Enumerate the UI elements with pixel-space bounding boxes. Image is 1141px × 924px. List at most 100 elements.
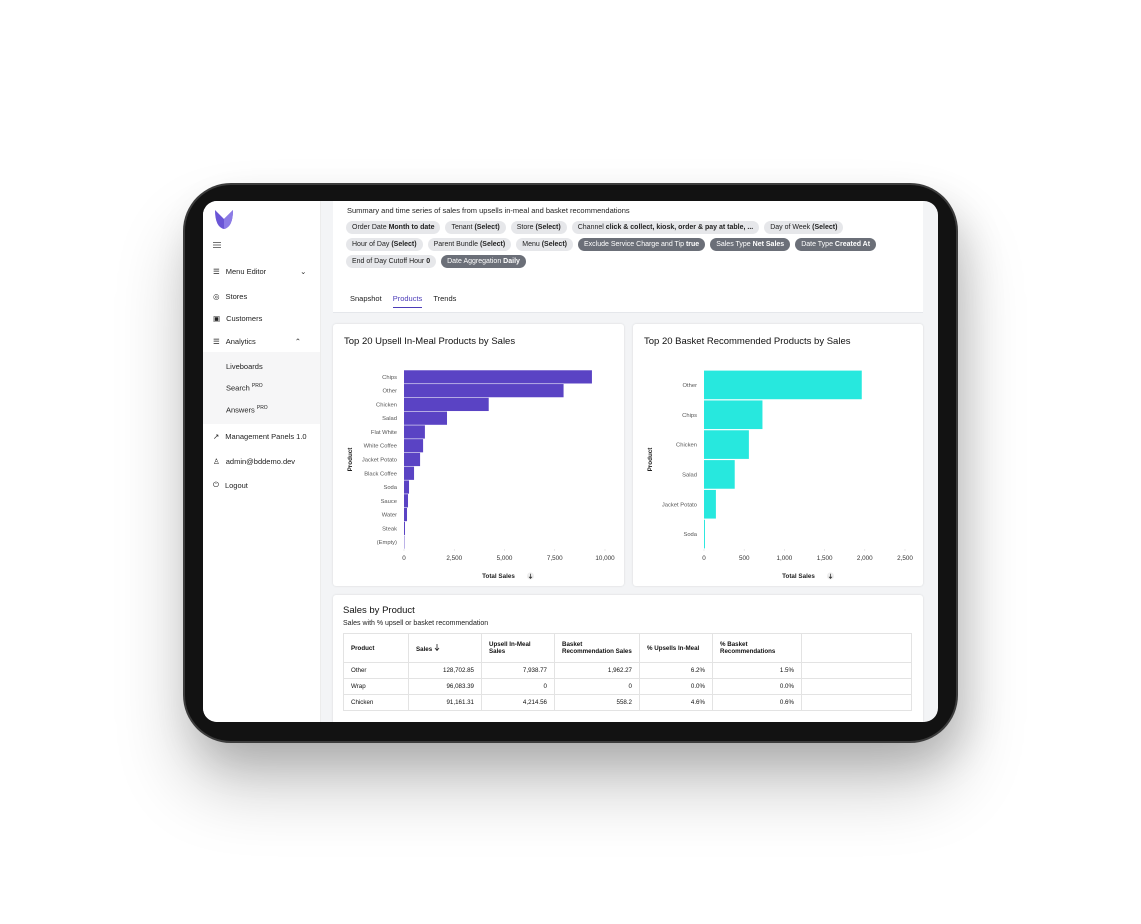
- y-tick-label: White Coffee: [364, 444, 397, 450]
- table-row: Chicken 91,161.31 4,214.56 558.2 4.6% 0.6%: [343, 694, 912, 711]
- description: Summary and time series of sales from up…: [347, 206, 630, 215]
- bar: [404, 370, 592, 384]
- tab[interactable]: Snapshot: [350, 294, 382, 303]
- nav-item[interactable]: ▣ Customers: [213, 314, 263, 323]
- y-tick-label: Chips: [682, 413, 697, 419]
- filter-value: (Select): [391, 241, 417, 248]
- filter-value: 0: [426, 258, 431, 265]
- column-header: [801, 633, 912, 663]
- bar: [404, 439, 424, 453]
- chart-title: Top 20 Basket Recommended Products by Sa…: [644, 336, 851, 347]
- y-tick-label: Steak: [382, 526, 397, 532]
- cell: [801, 678, 912, 695]
- bar: [404, 425, 425, 439]
- chart: Top 20 Basket Recommended Products by Sa…: [644, 336, 913, 580]
- filter-chip[interactable]: Date Type Created At: [795, 238, 877, 251]
- x-axis-title: Total Sales: [482, 573, 515, 580]
- filter-value: Daily: [503, 258, 520, 265]
- x-tick-label: 2,500: [446, 555, 462, 562]
- filter-chip[interactable]: Day of Week (Select): [764, 221, 844, 234]
- bar: [404, 397, 489, 412]
- cell: 1,962.27: [554, 662, 640, 679]
- filter-value: (Select): [541, 241, 567, 248]
- chart: Top 20 Upsell In-Meal Products by Sales 0…: [344, 336, 615, 580]
- nav-subitem[interactable]: Search PRO: [226, 383, 263, 393]
- nav-label: Menu Editor: [225, 267, 267, 276]
- tab[interactable]: Products: [392, 294, 423, 308]
- filter-chip[interactable]: Sales Type Net Sales: [710, 238, 791, 251]
- bar: [704, 489, 716, 519]
- column-header[interactable]: Upsell In-Meal Sales: [481, 633, 555, 663]
- y-tick-label: Chips: [382, 375, 397, 381]
- column-header[interactable]: Product: [343, 633, 409, 663]
- nav-item[interactable]: ↗ Management Panels 1.0: [213, 432, 307, 441]
- y-axis-title: Product: [347, 447, 354, 472]
- y-tick-label: Chicken: [676, 443, 697, 449]
- filter-chip[interactable]: End of Day Cutoff Hour 0: [346, 255, 437, 268]
- filter-label: Menu: [522, 241, 540, 248]
- filter-chip[interactable]: Tenant (Select): [445, 221, 506, 234]
- nav-item[interactable]: ♙ admin@bddemo.dev: [213, 457, 296, 466]
- nav-subitem[interactable]: Liveboards: [226, 362, 263, 371]
- x-tick-label: 0: [702, 555, 706, 562]
- bar: [404, 466, 415, 480]
- nav-item[interactable]: ☰ Menu Editor ⌄: [213, 267, 307, 276]
- menu-icon[interactable]: [213, 242, 221, 248]
- column-header[interactable]: % Basket Recommendations: [712, 633, 802, 663]
- column-header[interactable]: % Upsells In-Meal: [639, 633, 713, 663]
- header: Summary and time series of sales from up…: [333, 201, 923, 313]
- filter-value: click & collect, kiosk, order & pay at t…: [605, 224, 754, 231]
- nav-label: Search: [226, 383, 250, 393]
- nav-label: Analytics: [225, 337, 256, 346]
- filter-value: (Select): [535, 224, 561, 231]
- filter-chip[interactable]: Menu (Select): [516, 238, 573, 251]
- filter-chip[interactable]: Parent Bundle (Select): [427, 238, 512, 251]
- table: Product Sales Upsell In-Meal Sales Basket …: [343, 633, 912, 711]
- y-tick-label: Soda: [683, 532, 697, 538]
- filter-chip[interactable]: Hour of Day (Select): [346, 238, 423, 251]
- nav-subitem[interactable]: Answers PRO: [226, 405, 268, 415]
- tab[interactable]: Trends: [433, 294, 457, 303]
- nav-label: Logout: [224, 480, 248, 490]
- cell: 128,702.85: [408, 662, 482, 679]
- bar: [704, 370, 862, 400]
- analytics-submenu-bg: [203, 352, 320, 424]
- column-header[interactable]: Basket Recommendation Sales: [554, 633, 640, 663]
- filter-chip[interactable]: Order Date Month to date: [346, 221, 441, 234]
- nav-label: admin@bddemo.dev: [225, 457, 296, 466]
- bar: [404, 452, 421, 467]
- y-tick-label: Sauce: [381, 499, 397, 505]
- cell: 558.2: [554, 694, 640, 711]
- column-header[interactable]: Sales: [408, 633, 482, 663]
- filter-chip[interactable]: Channel click & collect, kiosk, order & …: [571, 221, 760, 234]
- filter-value: Created At: [834, 241, 871, 248]
- nav-item[interactable]: ☰ Analytics ⌃: [213, 337, 302, 346]
- cell: Other: [343, 662, 409, 679]
- cell: 0: [481, 678, 555, 695]
- badge: PRO: [251, 383, 263, 389]
- filter-value: (Select): [812, 224, 838, 231]
- y-tick-label: Other: [383, 389, 398, 395]
- column-label: Upsell In-Meal Sales: [489, 641, 531, 655]
- x-tick-label: 1,000: [777, 555, 793, 562]
- filter-value: Net Sales: [752, 241, 785, 248]
- filter-chip[interactable]: Exclude Service Charge and Tip true: [578, 238, 706, 251]
- filter-chip[interactable]: Date Aggregation Daily: [441, 255, 526, 268]
- filter-value: Month to date: [388, 224, 435, 231]
- sidebar: ☰ Menu Editor ⌄ ◎ Stores ▣ Customers ☰ Analyt…: [203, 201, 321, 722]
- nav-label: Management Panels 1.0: [225, 432, 307, 441]
- screen: ☰ Menu Editor ⌄ ◎ Stores ▣ Customers ☰ Analyt…: [203, 201, 938, 722]
- y-tick-label: Black Coffee: [364, 471, 397, 477]
- cell: 96,083.39: [408, 678, 482, 695]
- filter-chip[interactable]: Store (Select): [510, 221, 567, 234]
- cell: 0: [554, 678, 640, 695]
- nav-item[interactable]: ◎ Stores: [213, 292, 248, 301]
- nav-label: Stores: [225, 292, 248, 301]
- y-tick-label: Soda: [383, 485, 397, 491]
- column-label: Basket Recommendation Sales: [562, 641, 632, 655]
- bar: [704, 460, 735, 489]
- x-tick-label: 7,500: [547, 555, 563, 562]
- header-row: Product Sales Upsell In-Meal Sales Basket …: [343, 633, 912, 663]
- x-axis-title: Total Sales: [782, 573, 815, 580]
- nav-item[interactable]: ⏻ Logout: [213, 480, 248, 490]
